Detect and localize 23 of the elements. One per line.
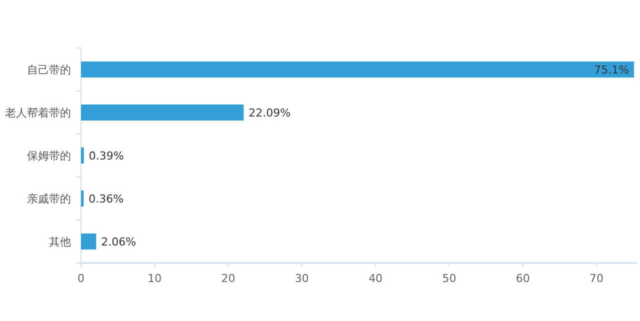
- data-label: 0.39%: [88, 150, 124, 162]
- y-tick-label: 自己带的: [27, 64, 71, 76]
- x-tick-label: 10: [148, 272, 162, 285]
- x-tick-label: 70: [589, 272, 604, 285]
- x-tick-label: 30: [294, 272, 309, 285]
- x-tick-label: 40: [368, 272, 383, 285]
- bar: [81, 234, 96, 250]
- data-label: 2.06%: [101, 236, 136, 248]
- y-tick-label: 保姆带的: [27, 150, 71, 162]
- data-label: 75.1%: [594, 64, 630, 76]
- y-tick-label: 亲戚带的: [27, 192, 71, 206]
- bar: [81, 104, 244, 120]
- data-label: 22.09%: [248, 106, 291, 120]
- x-tick-label: 50: [442, 272, 456, 285]
- x-tick-label: 20: [221, 272, 236, 285]
- x-tick-label: 60: [516, 272, 530, 285]
- y-tick-label: 老人帮着带的: [5, 106, 71, 120]
- bar: [81, 190, 84, 206]
- x-tick-label: 0: [78, 272, 84, 285]
- data-label: 0.36%: [88, 192, 124, 206]
- bar: [81, 148, 84, 164]
- bar: [81, 62, 634, 78]
- y-tick-label: 其他: [49, 236, 71, 248]
